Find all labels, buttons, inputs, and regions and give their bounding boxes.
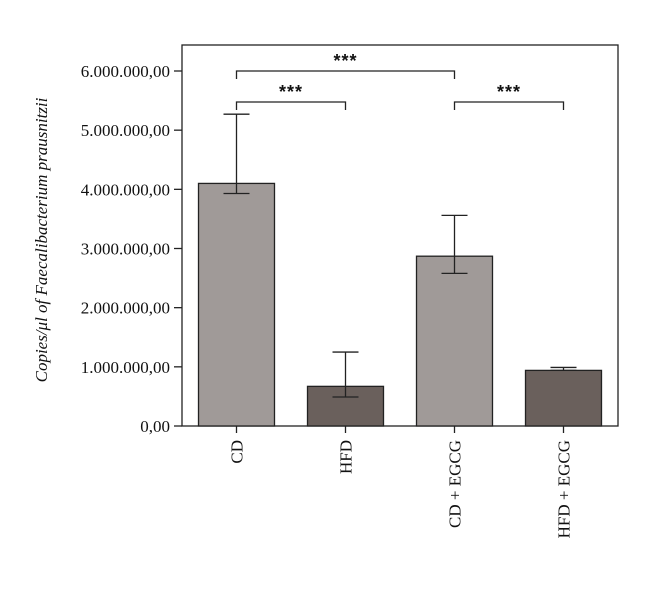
x-tick-label: HFD + EGCG: [555, 440, 574, 538]
bar: [524, 369, 603, 427]
significance-bracket: [235, 101, 347, 110]
plot-frame: [181, 44, 619, 427]
bar: [197, 182, 276, 427]
significance-label: ***: [279, 82, 303, 102]
y-tick-label: 3.000.000,00: [81, 240, 170, 259]
y-tick-label: 0,00: [140, 417, 170, 436]
plot-area: 0,00 1.000.000,00 2.000.000,00 3.000.000,00…: [81, 44, 619, 538]
significance-label: ***: [333, 51, 357, 71]
significance-label: ***: [497, 82, 521, 102]
significance-bracket: [453, 101, 565, 110]
y-tick-label: 6.000.000,00: [81, 62, 170, 81]
x-tick-label: HFD: [337, 440, 356, 474]
significance-bracket: [235, 70, 456, 79]
y-tick-label: 2.000.000,00: [81, 299, 170, 318]
x-tick-label: CD: [228, 440, 247, 464]
bar: [415, 255, 494, 427]
y-tick-label: 5.000.000,00: [81, 121, 170, 140]
y-tick-label: 4.000.000,00: [81, 180, 170, 199]
y-axis-label: Copies/μl of Faecalibacterium prausnitzi…: [32, 97, 51, 382]
x-tick-label: CD + EGCG: [446, 440, 465, 528]
y-tick-label: 1.000.000,00: [81, 358, 170, 377]
